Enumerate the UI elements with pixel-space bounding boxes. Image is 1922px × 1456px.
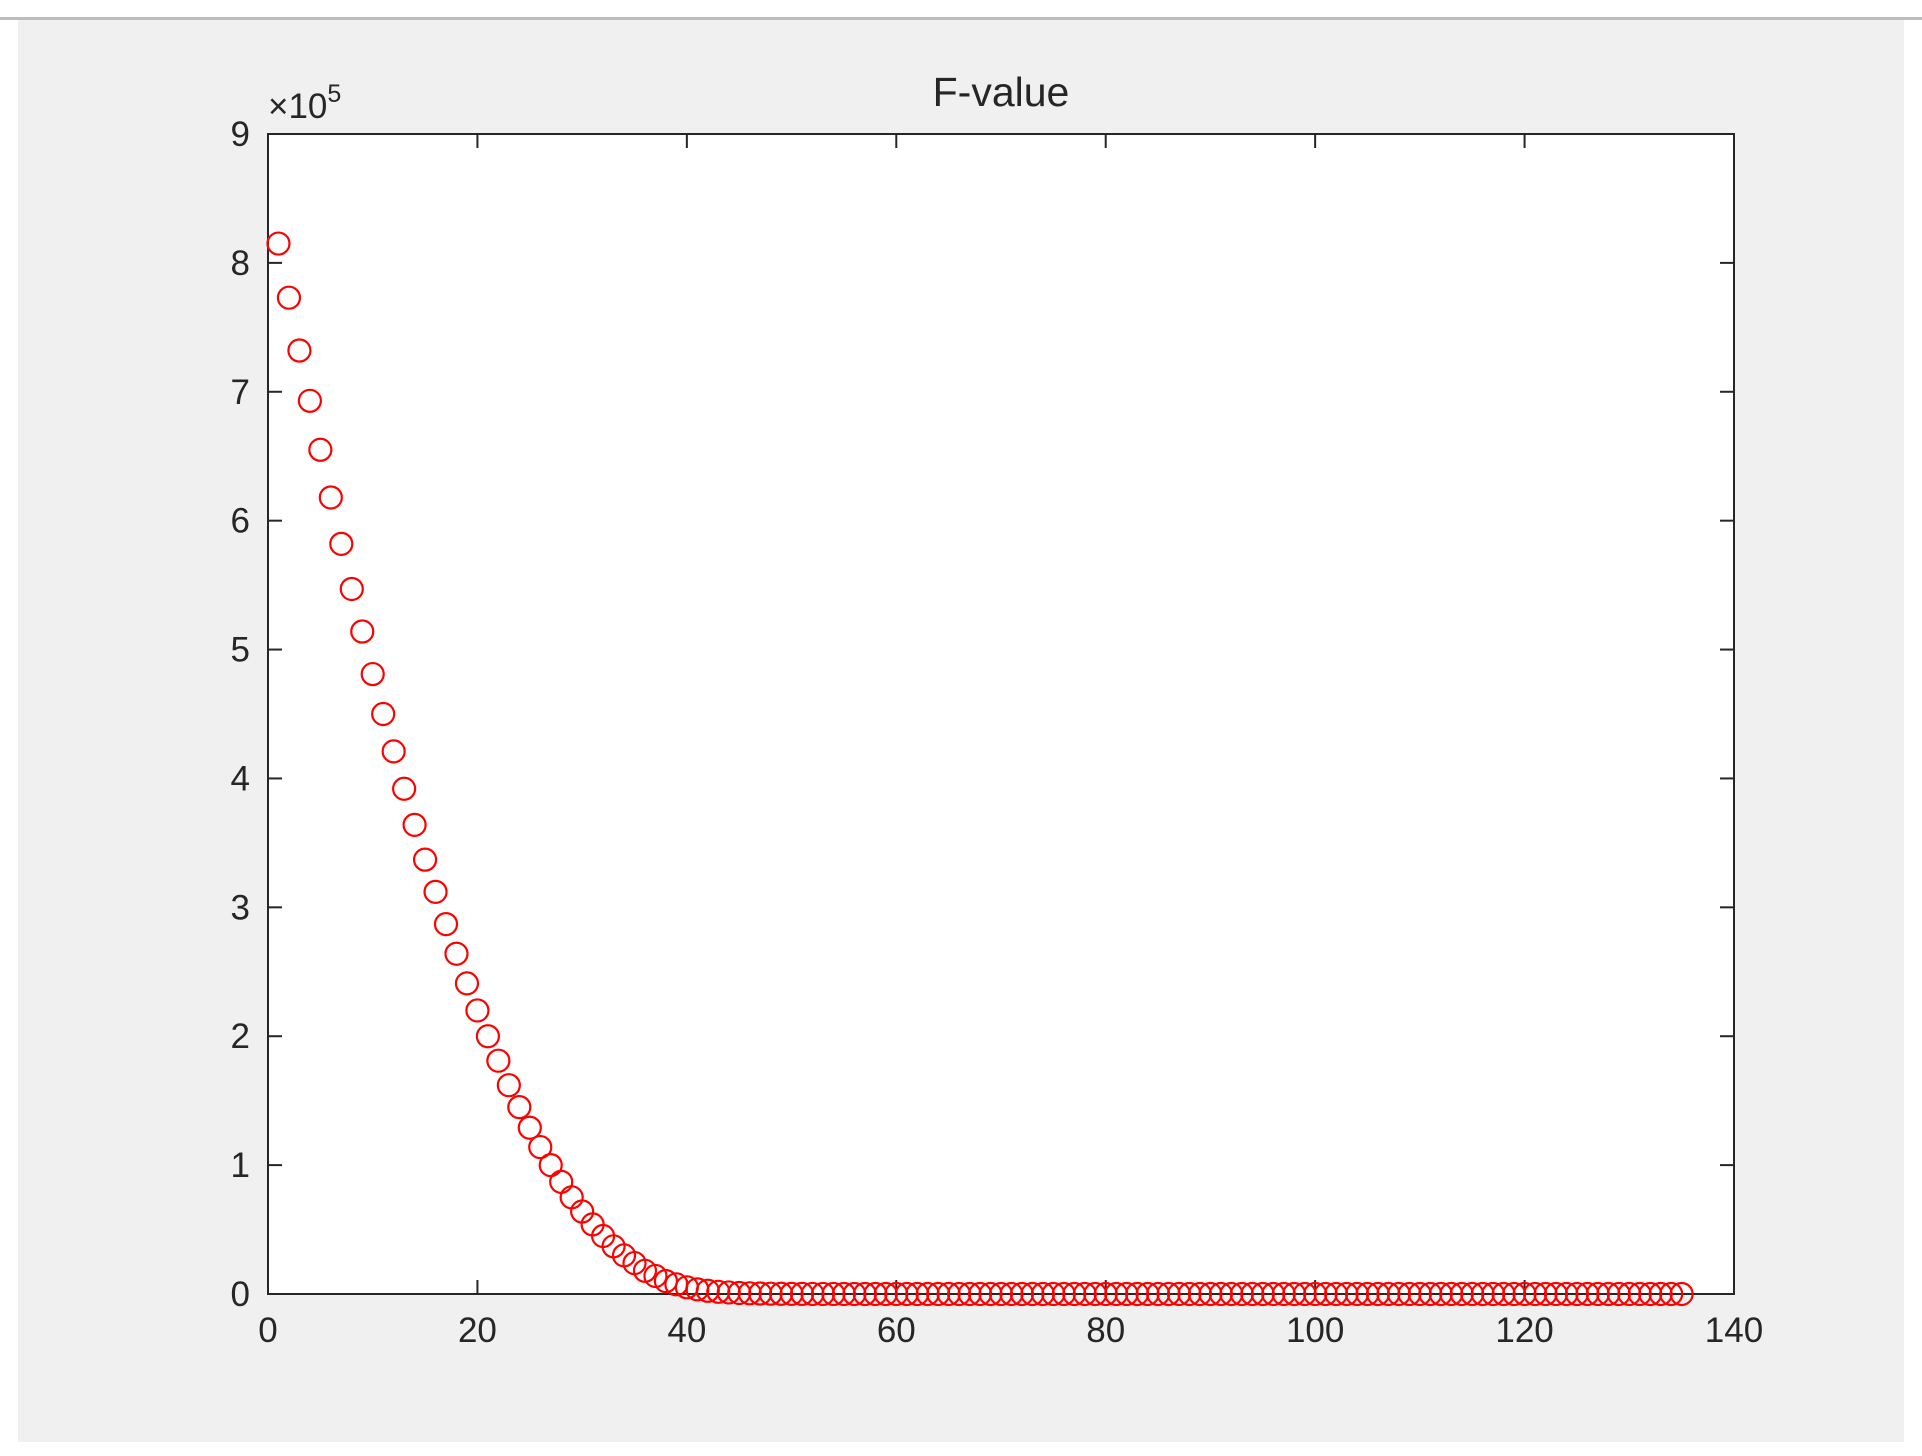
y-tick-label: 7 xyxy=(231,373,250,412)
axes-plot-area xyxy=(267,133,1735,1295)
data-point xyxy=(1669,1281,1694,1307)
data-point xyxy=(507,1095,532,1120)
y-tick-label: 9 xyxy=(231,115,250,154)
data-point xyxy=(517,1115,542,1140)
data-points xyxy=(266,231,1694,1307)
data-point xyxy=(475,1024,500,1049)
y-tick-label: 4 xyxy=(231,759,250,798)
data-point xyxy=(392,776,417,801)
data-point xyxy=(381,739,406,764)
chart-title: F-value xyxy=(933,69,1070,115)
y-tick-label: 0 xyxy=(231,1275,250,1314)
y-tick-label: 3 xyxy=(231,888,250,927)
data-point xyxy=(350,619,375,644)
data-point xyxy=(360,661,385,687)
data-point xyxy=(444,941,469,966)
x-tick-label: 20 xyxy=(458,1311,497,1350)
y-tick-label: 1 xyxy=(231,1146,250,1185)
y-tick-label: 8 xyxy=(231,244,250,283)
data-point xyxy=(371,701,396,727)
data-point xyxy=(266,231,291,256)
y-tick-label: 5 xyxy=(231,631,250,670)
x-tick-label: 60 xyxy=(877,1311,916,1350)
data-point xyxy=(339,576,364,602)
x-tick-label: 140 xyxy=(1705,1311,1763,1350)
data-point xyxy=(1659,1281,1684,1307)
y-axis-exponent-power: 5 xyxy=(327,80,341,108)
x-tick-label: 100 xyxy=(1286,1311,1344,1350)
data-point xyxy=(402,812,427,837)
data-point xyxy=(496,1073,521,1098)
data-point xyxy=(318,485,343,510)
y-tick-label: 2 xyxy=(231,1017,250,1056)
data-point xyxy=(308,437,333,462)
data-point xyxy=(329,531,354,556)
axis-tick-labels: 0 20 40 60 80 100 120 140 0 1 2 3 4 5 6 7 8 9 xyxy=(231,115,1764,1350)
data-point xyxy=(433,911,459,937)
x-tick-label: 40 xyxy=(667,1311,706,1350)
y-axis-exponent: ×105 xyxy=(268,80,341,126)
data-point xyxy=(486,1048,511,1073)
data-point xyxy=(297,388,322,413)
x-tick-label: 120 xyxy=(1495,1311,1553,1350)
y-axis-exponent-base: ×10 xyxy=(268,87,327,126)
x-tick-label: 0 xyxy=(258,1311,277,1350)
data-point xyxy=(412,847,438,872)
data-point xyxy=(423,879,448,904)
data-point xyxy=(287,338,312,363)
data-point xyxy=(454,971,480,996)
data-point xyxy=(528,1134,553,1160)
y-tick-label: 6 xyxy=(231,502,250,541)
data-point xyxy=(465,998,490,1023)
data-point xyxy=(276,285,302,310)
x-tick-label: 80 xyxy=(1086,1311,1125,1350)
window-top-rule xyxy=(0,17,1922,20)
